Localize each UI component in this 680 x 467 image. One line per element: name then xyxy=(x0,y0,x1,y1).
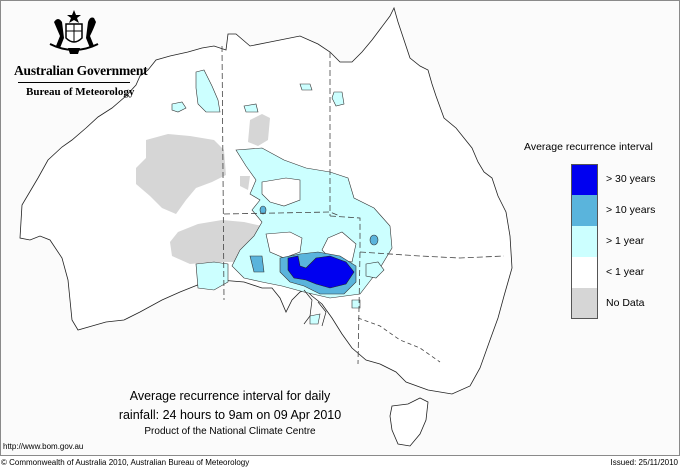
legend-label: > 10 years xyxy=(606,204,656,216)
bureau-name: Bureau of Meteorology xyxy=(26,86,135,98)
legend-item-nodata: No Data xyxy=(571,288,680,319)
coat-of-arms-icon xyxy=(49,10,99,54)
state-border-sa-nsw xyxy=(357,251,361,365)
website-link[interactable]: http://www.bom.gov.au xyxy=(3,442,84,451)
gt1-region xyxy=(351,299,361,309)
legend-swatch xyxy=(571,226,598,257)
legend-item-gt30: > 30 years xyxy=(571,164,680,195)
no-data-region xyxy=(248,114,270,146)
legend-swatch xyxy=(571,164,598,195)
legend-label: > 30 years xyxy=(606,173,656,185)
caption-title-line1: Average recurrence interval for daily xyxy=(129,389,331,403)
lt1-region xyxy=(261,177,301,207)
state-border-qld-sa xyxy=(329,215,361,250)
legend: > 30 years > 10 years > 1 year < 1 year … xyxy=(571,164,680,319)
gt1-region xyxy=(331,91,345,107)
legend-swatch xyxy=(571,288,598,319)
gt10-region xyxy=(249,255,265,273)
state-border-nsw-vic xyxy=(357,317,441,363)
gt1-region xyxy=(243,103,259,113)
no-data-region xyxy=(136,134,226,214)
legend-label: > 1 year xyxy=(606,235,645,247)
gt1-region xyxy=(195,261,229,291)
gt1-region xyxy=(299,83,313,91)
tasmania-outline xyxy=(389,397,429,447)
caption-product-line: Product of the National Climate Centre xyxy=(144,426,316,437)
no-data-region xyxy=(240,176,250,190)
gt1-region xyxy=(171,101,187,113)
gulf-st-vincent xyxy=(317,301,327,327)
gt1-region xyxy=(195,69,221,113)
legend-item-gt1: > 1 year xyxy=(571,226,680,257)
government-name: Australian Government xyxy=(14,63,148,78)
caption-title-line2: rainfall: 24 hours to 9am on 09 Apr 2010 xyxy=(118,408,342,422)
gt1-region xyxy=(365,261,385,279)
legend-title: Average recurrence interval xyxy=(524,141,653,153)
header-divider xyxy=(18,82,130,83)
legend-item-lt1: < 1 year xyxy=(571,257,680,288)
legend-swatch xyxy=(571,257,598,288)
copyright-notice: © Commonwealth of Australia 2010, Austra… xyxy=(1,458,250,467)
state-border-nt-sa xyxy=(223,211,341,217)
state-border-wa xyxy=(221,45,225,301)
legend-item-gt10: > 10 years xyxy=(571,195,680,226)
legend-label: < 1 year xyxy=(606,266,645,278)
issued-date: Issued: 25/11/2010 xyxy=(610,458,678,467)
spencer-gulf xyxy=(303,289,313,325)
legend-label: No Data xyxy=(606,297,645,309)
lt1-region xyxy=(265,231,303,259)
gt1-region xyxy=(309,313,321,325)
map-caption: Average recurrence interval for daily ra… xyxy=(100,387,360,438)
legend-swatch xyxy=(571,195,598,226)
state-border-qld-nsw xyxy=(359,251,505,259)
gt10-spot xyxy=(259,205,267,215)
gt30-region xyxy=(287,255,355,289)
gt10-spot xyxy=(369,234,379,246)
